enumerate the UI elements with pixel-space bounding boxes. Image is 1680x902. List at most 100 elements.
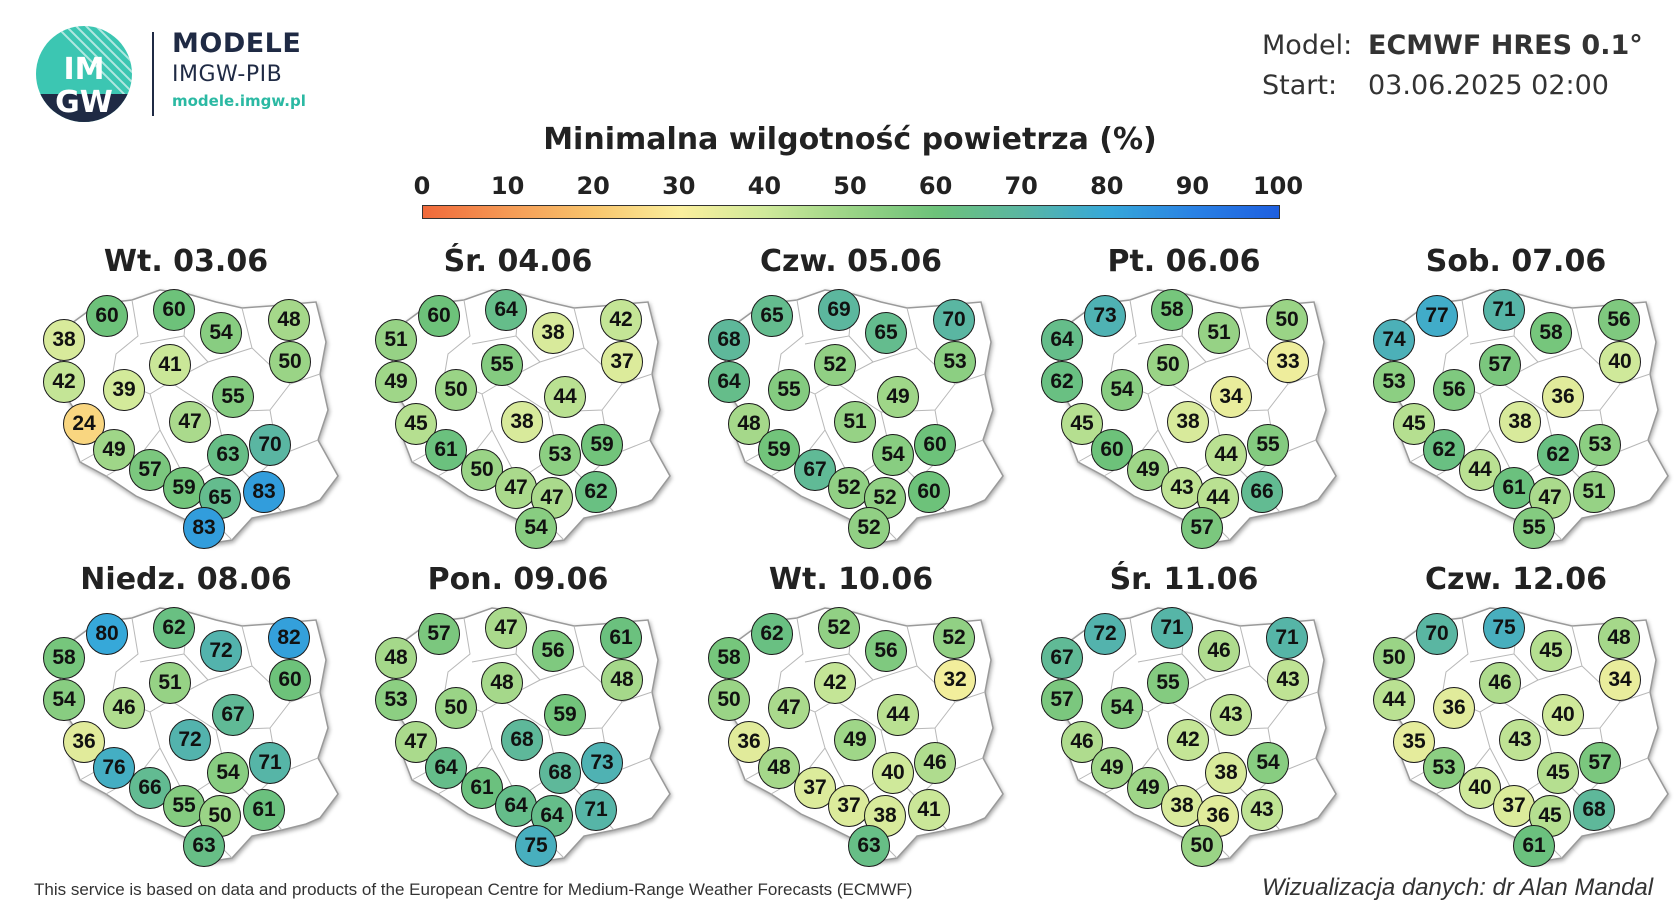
station-value-marker: 45 (1530, 630, 1572, 672)
station-value-marker: 35 (1393, 721, 1435, 763)
model-value: ECMWF HRES 0.1° (1368, 30, 1643, 61)
station-value-marker: 50 (1147, 344, 1189, 386)
day-label: Pt. 06.06 (1107, 244, 1261, 279)
day-panel: Czw. 12.06 50 70 75 45 48 34 44 46 36 40 35 43 57 53 45… (1350, 562, 1680, 867)
imgw-logo-icon: IM GW (36, 26, 132, 122)
station-value-marker: 41 (908, 789, 950, 831)
station-value-marker: 64 (708, 361, 750, 403)
station-value-marker: 56 (532, 630, 574, 672)
station-value-marker: 67 (212, 694, 254, 736)
station-value-marker: 53 (1579, 424, 1621, 466)
logo-text-bottom: GW (55, 85, 113, 120)
brand-block: IM GW MODELE IMGW-PIB modele.imgw.pl (34, 24, 334, 124)
station-value-marker: 62 (751, 613, 793, 655)
station-value-marker: 51 (834, 401, 876, 443)
station-value-marker: 62 (1537, 434, 1579, 476)
station-value-marker: 72 (1084, 613, 1126, 655)
scale-tick-label: 40 (747, 172, 782, 200)
day-label: Sob. 07.06 (1425, 244, 1607, 279)
station-value-marker: 55 (1147, 662, 1189, 704)
station-value-marker: 50 (1373, 637, 1415, 679)
station-value-marker: 55 (212, 376, 254, 418)
station-value-marker: 36 (1542, 376, 1584, 418)
station-value-marker: 69 (818, 289, 860, 331)
station-value-marker: 59 (163, 467, 205, 509)
station-value-marker: 45 (1393, 403, 1435, 445)
scale-tick-label: 30 (662, 172, 696, 200)
station-value-marker: 50 (1181, 825, 1223, 867)
model-label: Model: (1262, 30, 1353, 61)
station-value-marker: 51 (149, 662, 191, 704)
region-border (515, 307, 585, 363)
station-value-marker: 55 (768, 369, 810, 411)
station-value-marker: 61 (425, 429, 467, 471)
color-scale-legend: 0 10 20 30 40 50 60 70 80 90 100 (414, 172, 1303, 224)
station-value-marker: 38 (1499, 401, 1541, 443)
scale-tick-label: 0 (413, 172, 431, 200)
station-value-marker: 72 (200, 630, 242, 672)
station-value-marker: 75 (515, 825, 557, 867)
station-value-marker: 60 (1091, 429, 1133, 471)
station-value-marker: 64 (485, 289, 527, 331)
station-value-marker: 70 (249, 424, 291, 466)
station-value-marker: 49 (834, 719, 876, 761)
station-value-marker: 52 (814, 344, 856, 386)
credit-note: Wizualizacja danych: dr Alan Mandal (1262, 874, 1654, 901)
region-border (443, 617, 471, 697)
station-value-marker: 54 (515, 507, 557, 549)
day-panel: Śr. 11.06 67 72 71 46 71 43 57 55 54 43 46 42 54 49 38 4… (1018, 562, 1350, 867)
station-value-marker: 68 (539, 752, 581, 794)
station-value-marker: 58 (1151, 289, 1193, 331)
region-border (1513, 625, 1583, 681)
station-value-marker: 32 (934, 659, 976, 701)
station-value-marker: 73 (1084, 295, 1126, 337)
start-value: 03.06.2025 02:00 (1368, 70, 1609, 101)
station-value-marker: 50 (708, 679, 750, 721)
station-value-marker: 46 (103, 687, 145, 729)
station-value-marker: 33 (1267, 341, 1309, 383)
station-value-marker: 59 (758, 429, 800, 471)
station-value-marker: 50 (1266, 299, 1308, 341)
region-border (1181, 307, 1251, 363)
model-info: Model: ECMWF HRES 0.1° Start: 03.06.2025… (1262, 30, 1662, 110)
day-label: Śr. 11.06 (1109, 562, 1259, 597)
station-value-marker: 38 (1167, 401, 1209, 443)
region-border (1109, 299, 1137, 379)
scale-tick-label: 90 (1175, 172, 1210, 200)
region-border (776, 299, 804, 379)
station-value-marker: 42 (600, 299, 642, 341)
station-value-marker: 52 (864, 477, 906, 519)
station-value-marker: 38 (43, 319, 85, 361)
region-border (824, 411, 892, 481)
brand-url-link[interactable]: modele.imgw.pl (172, 92, 306, 110)
station-value-marker: 45 (395, 403, 437, 445)
station-value-marker: 61 (1513, 825, 1555, 867)
region-border (1109, 617, 1137, 697)
station-value-marker: 71 (1266, 617, 1308, 659)
station-value-marker: 65 (751, 295, 793, 337)
day-panel: Wt. 10.06 58 62 52 56 52 32 50 42 47 44 36 49 46 48 40 3… (685, 562, 1017, 867)
station-value-marker: 55 (1513, 507, 1555, 549)
station-value-marker: 76 (93, 747, 135, 789)
station-value-marker: 43 (1267, 659, 1309, 701)
station-value-marker: 60 (153, 289, 195, 331)
station-value-marker: 54 (1247, 742, 1289, 784)
day-label: Wt. 10.06 (768, 562, 934, 597)
region-border (159, 411, 227, 481)
scale-tick-label: 60 (918, 172, 953, 200)
station-value-marker: 62 (1423, 429, 1465, 471)
station-value-marker: 43 (1499, 719, 1541, 761)
station-value-marker: 75 (1483, 607, 1525, 649)
station-value-marker: 55 (163, 785, 205, 827)
color-scale-bar (422, 205, 1280, 219)
station-value-marker: 47 (169, 401, 211, 443)
station-value-marker: 57 (129, 449, 171, 491)
station-value-marker: 57 (1479, 344, 1521, 386)
station-value-marker: 51 (1198, 312, 1240, 354)
region-border (776, 617, 804, 697)
station-value-marker: 71 (1151, 607, 1193, 649)
station-value-marker: 49 (375, 361, 417, 403)
station-value-marker: 70 (1416, 613, 1458, 655)
region-border (183, 625, 253, 681)
station-value-marker: 63 (848, 825, 890, 867)
